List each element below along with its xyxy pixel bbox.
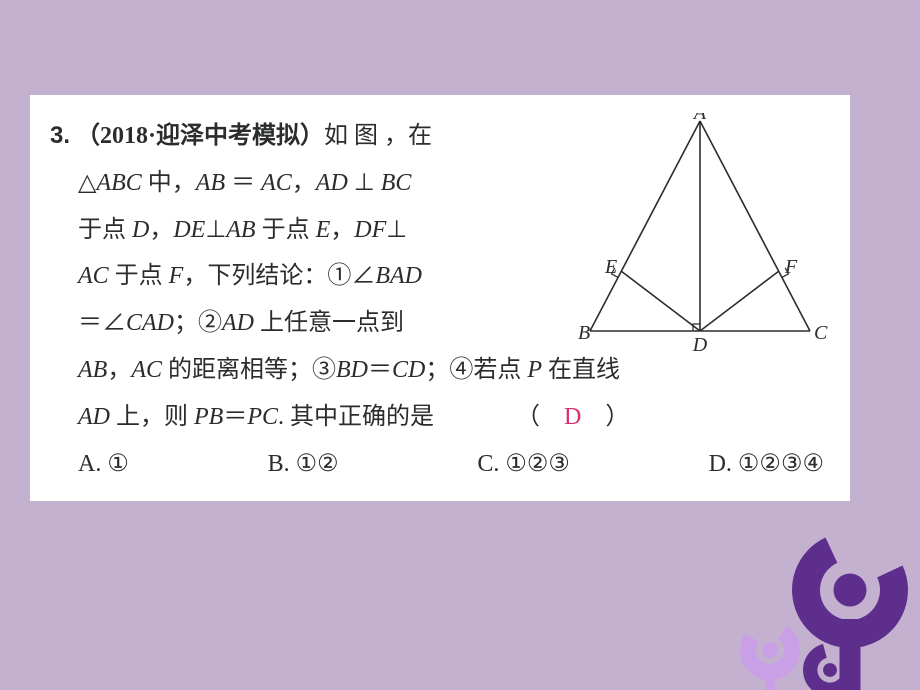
option-B: B. ①② bbox=[268, 441, 339, 488]
question-card: ABCDEF 3. （2018·迎泽中考模拟）如 图 ，在 △ABC 中，AB … bbox=[30, 95, 850, 501]
option-D: D. ①②③④ bbox=[709, 441, 824, 488]
question-number: 3. bbox=[50, 122, 70, 149]
answer: D bbox=[564, 404, 581, 430]
svg-text:D: D bbox=[692, 334, 708, 353]
option-A: A. ① bbox=[78, 441, 129, 488]
line-6: AB，AC 的距离相等；③BD＝CD；④若点 P 在直线 bbox=[50, 347, 830, 394]
svg-text:A: A bbox=[692, 113, 707, 124]
line-7: AD 上，则 PB＝PC. 其中正确的是 （ D ） bbox=[50, 394, 830, 441]
triangle-diagram: A B C D E F bbox=[570, 113, 830, 353]
svg-text:B: B bbox=[578, 322, 590, 344]
svg-text:F: F bbox=[784, 256, 798, 278]
option-C: C. ①②③ bbox=[477, 441, 570, 488]
svg-text:E: E bbox=[604, 256, 617, 278]
question-source: （2018·迎泽中考模拟） bbox=[76, 123, 324, 149]
options-row: A. ① B. ①② C. ①②③ D. ①②③④ bbox=[50, 441, 830, 488]
svg-text:C: C bbox=[814, 322, 828, 344]
